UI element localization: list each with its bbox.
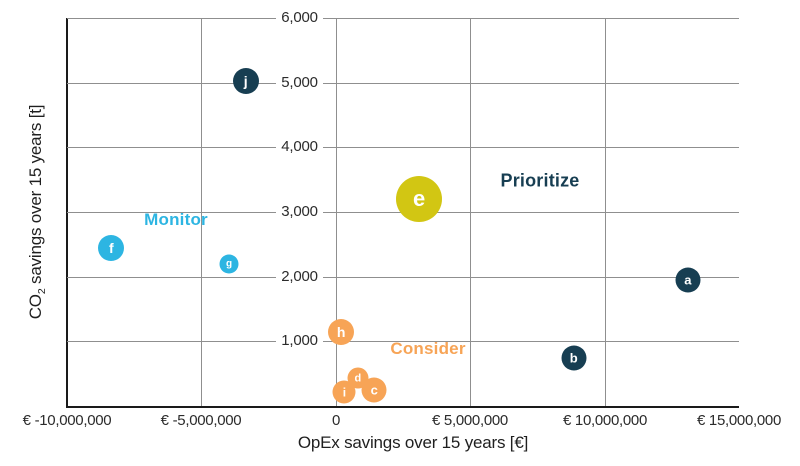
x-tick-label--5000000: € -5,000,000 (160, 412, 242, 429)
bubble-c: c (361, 377, 387, 403)
x-axis-title: OpEx savings over 15 years [€] (297, 433, 529, 452)
x-axis-line (66, 406, 739, 408)
gridline-horizontal-2000 (67, 277, 739, 278)
annotation-monitor: Monitor (144, 210, 208, 229)
bubble-a: a (675, 267, 701, 293)
gridline-vertical-0 (336, 18, 337, 406)
bubble-e: e (396, 176, 443, 223)
bubble-letter-j: j (243, 73, 248, 90)
y-tick-label-4000: 4,000 (276, 138, 323, 156)
bubble-h: h (328, 319, 355, 346)
gridline-horizontal-1000 (67, 341, 739, 342)
bubble-g: g (219, 254, 239, 274)
x-tick-label-15000000: € 15,000,000 (697, 412, 781, 429)
gridline-vertical-10000000 (605, 18, 606, 406)
x-tick-label-10000000: € 10,000,000 (563, 412, 647, 429)
y-axis-title: CO2 savings over 15 years [t] (26, 105, 48, 320)
y-tick-label-3000: 3,000 (276, 203, 323, 221)
y-axis-title-subscript: 2 (35, 288, 48, 295)
annotation-prioritize: Prioritize (500, 170, 580, 191)
bubble-letter-h: h (336, 324, 346, 341)
y-axis-title-text: savings over 15 years [t] (26, 104, 46, 289)
bubble-letter-i: i (342, 385, 347, 400)
x-tick-label-5000000: € 5,000,000 (432, 412, 508, 429)
bubble-f: f (98, 234, 125, 261)
y-tick-label-2000: 2,000 (276, 268, 323, 286)
gridline-vertical-5000000 (470, 18, 471, 406)
x-tick-label-0: 0 (331, 412, 341, 429)
bubble-letter-a: a (684, 272, 692, 288)
y-tick-label-1000: 1,000 (276, 332, 323, 350)
y-tick-label-6000: 6,000 (276, 9, 323, 27)
bubble-b: b (561, 345, 587, 371)
bubble-letter-e: e (413, 186, 426, 212)
bubble-letter-d: d (354, 372, 362, 385)
gridline-vertical--5000000 (201, 18, 202, 406)
gridline-horizontal-4000 (67, 147, 739, 148)
x-tick-label--10000000: € -10,000,000 (22, 412, 112, 429)
gridline-horizontal-6000 (67, 18, 739, 19)
y-tick-label-5000: 5,000 (276, 74, 323, 92)
annotation-consider: Consider (390, 339, 466, 358)
bubble-letter-c: c (370, 382, 378, 398)
bubble-letter-f: f (109, 239, 114, 256)
y-axis-title-text: CO (26, 294, 46, 320)
bubble-i: i (332, 380, 356, 404)
bubble-letter-b: b (569, 350, 578, 366)
bubble-letter-g: g (226, 258, 233, 270)
gridline-horizontal-5000 (67, 83, 739, 84)
bubble-j: j (232, 68, 259, 95)
